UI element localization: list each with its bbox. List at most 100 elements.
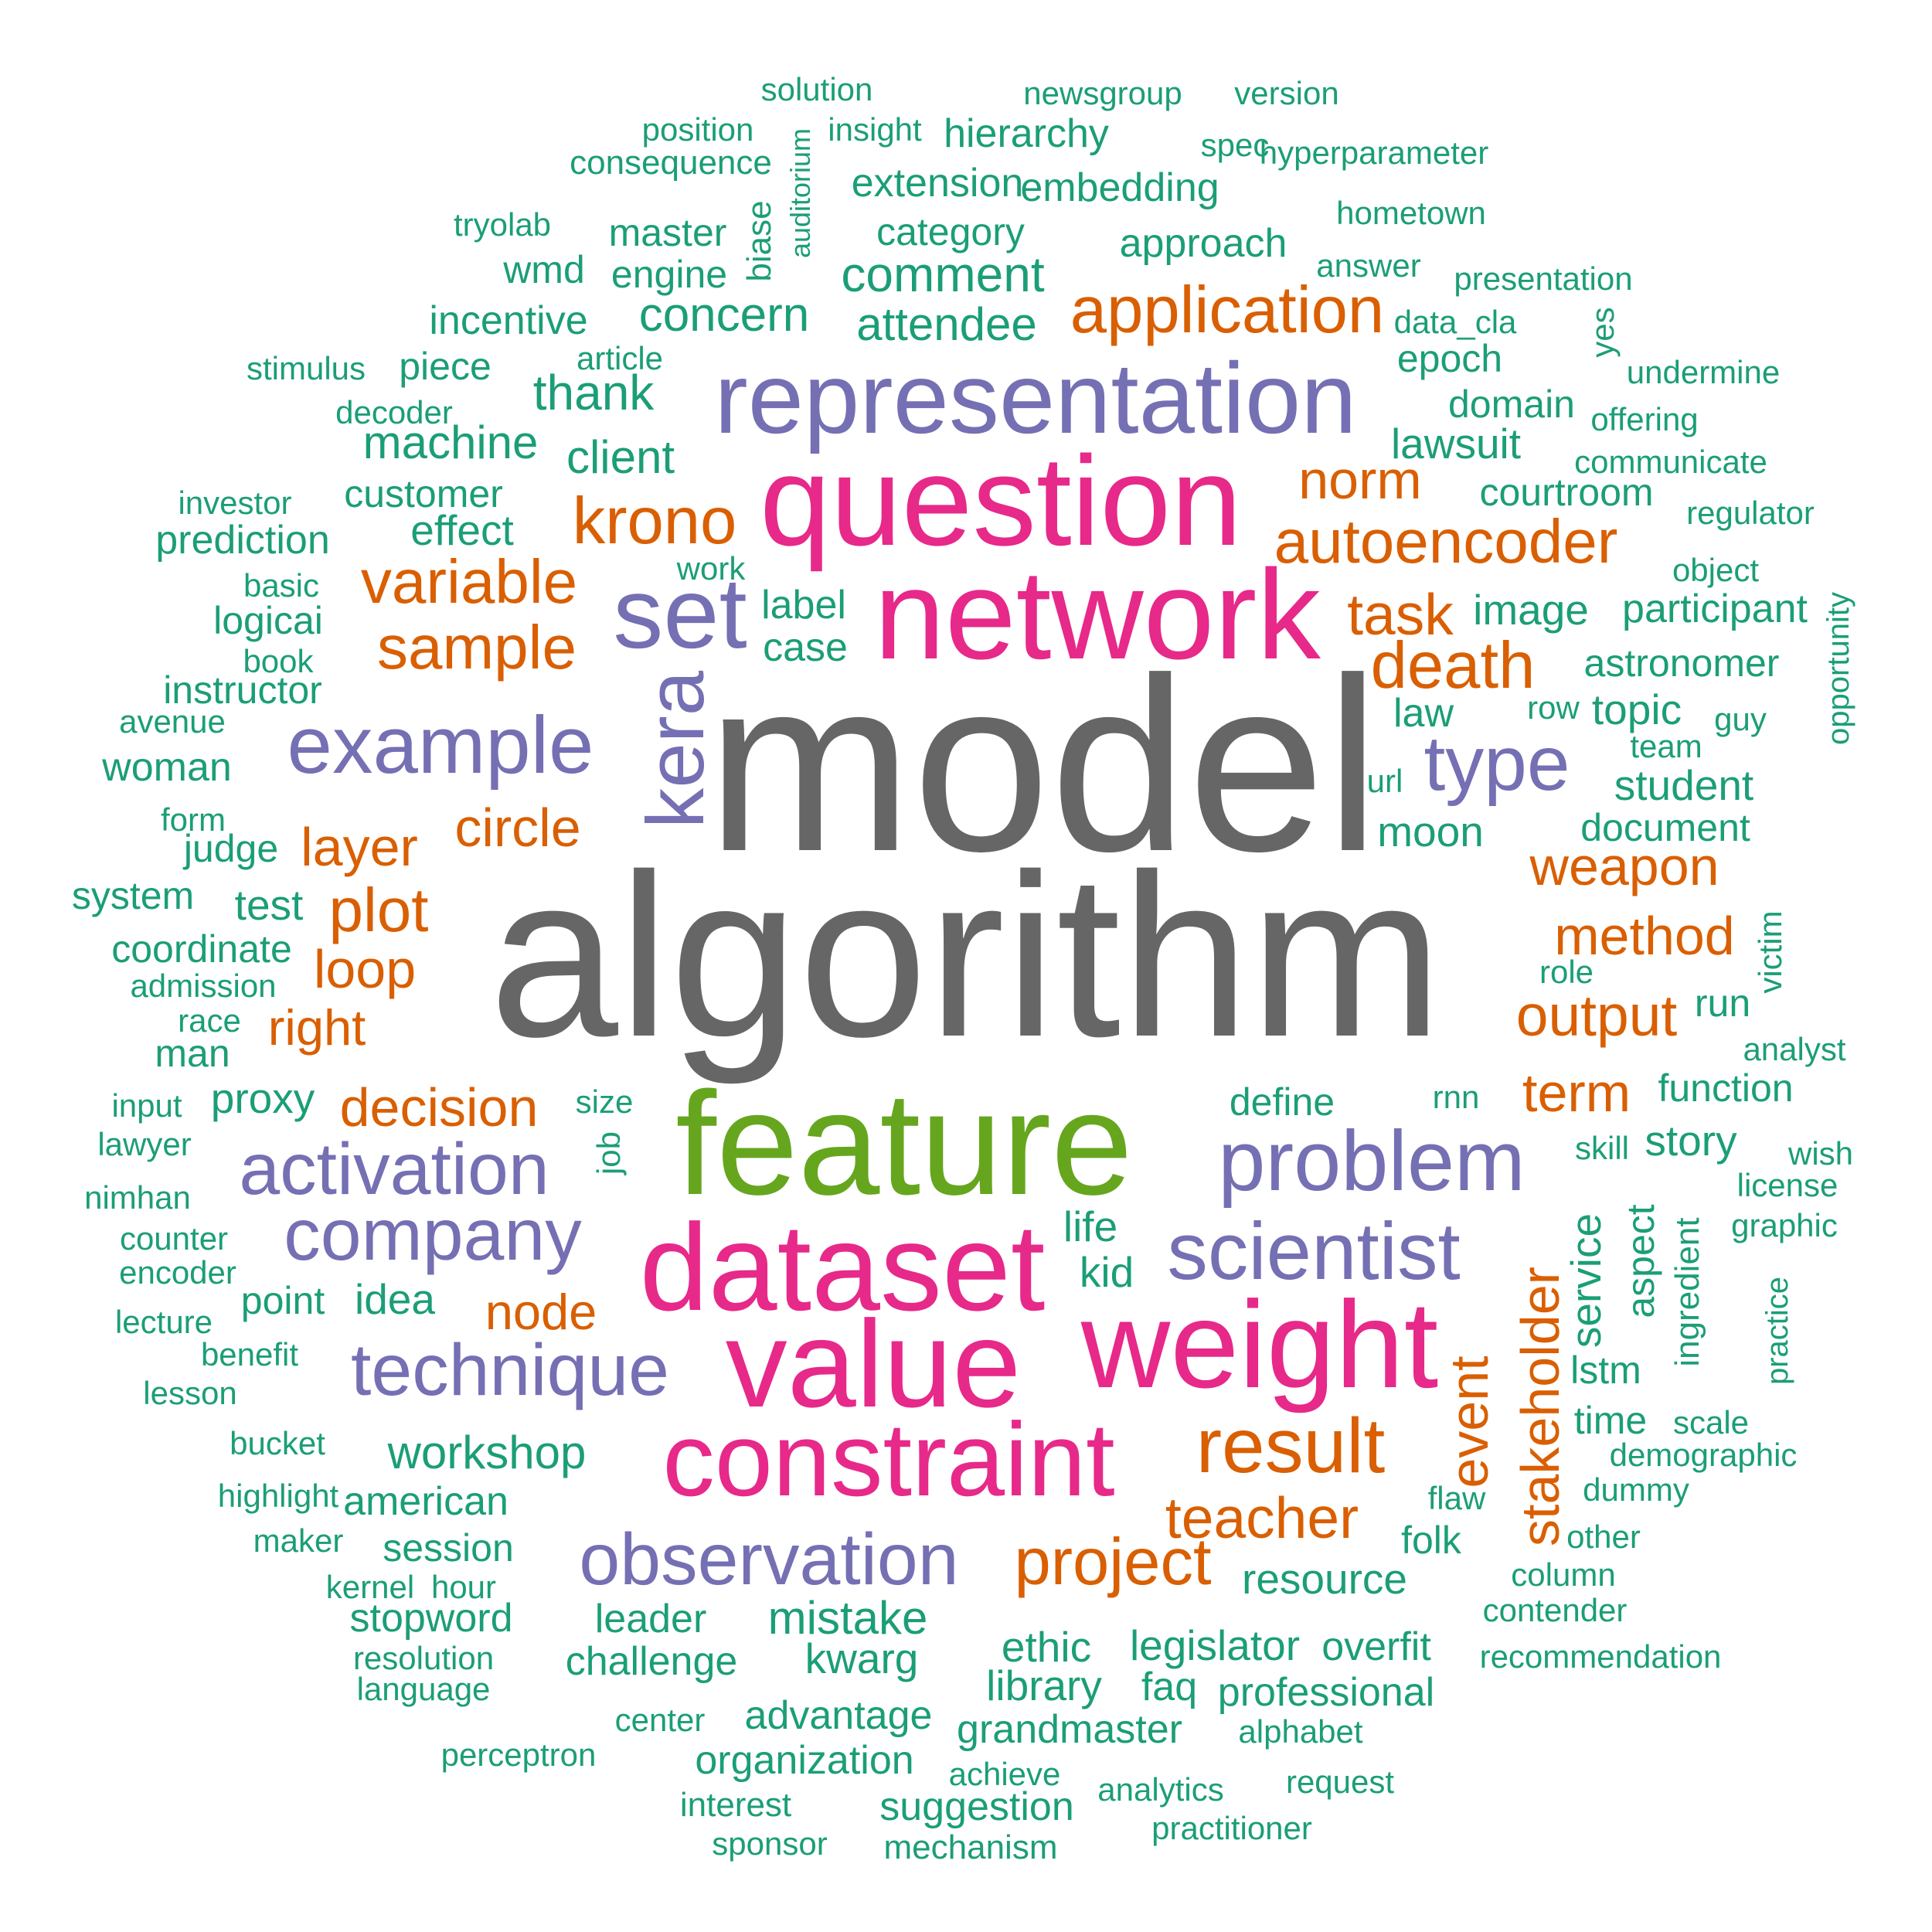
word-document: document (1580, 806, 1750, 849)
word-presentation: presentation (1454, 260, 1632, 297)
word-insight: insight (828, 111, 922, 148)
word-job: job (590, 1131, 627, 1176)
word-auditorium: auditorium (784, 128, 816, 258)
word-benefit: benefit (201, 1336, 298, 1372)
word-run: run (1695, 981, 1750, 1025)
word-activation: activation (239, 1128, 549, 1210)
word-maker: maker (253, 1522, 344, 1559)
word-stimulus: stimulus (247, 350, 366, 386)
word-ethic: ethic (1002, 1623, 1091, 1671)
word-hometown: hometown (1336, 195, 1486, 231)
word-time: time (1574, 1399, 1647, 1442)
word-sample: sample (377, 613, 577, 682)
word-analyst: analyst (1743, 1031, 1845, 1067)
word-dataset: dataset (640, 1198, 1046, 1336)
word-challenge: challenge (566, 1639, 738, 1684)
word-communicate: communicate (1574, 444, 1767, 480)
word-customer: customer (344, 472, 503, 515)
word-observation: observation (579, 1519, 958, 1600)
word-woman: woman (101, 745, 232, 790)
word-weapon: weapon (1529, 836, 1719, 896)
word-domain: domain (1448, 383, 1575, 426)
word-data-cla: data_cla (1394, 304, 1517, 340)
word-test: test (235, 881, 304, 929)
word-url: url (1367, 763, 1403, 799)
word-event: event (1439, 1355, 1499, 1488)
word-death: death (1371, 629, 1536, 702)
word-wish: wish (1787, 1135, 1853, 1172)
word-layer: layer (301, 817, 418, 877)
word-client: client (566, 431, 675, 483)
word-point: point (241, 1279, 325, 1322)
word-kera: kera (631, 670, 721, 828)
word-label: label (761, 583, 846, 628)
word-network: network (874, 543, 1321, 685)
word-scientist: scientist (1167, 1206, 1460, 1297)
word-courtroom: courtroom (1479, 471, 1653, 514)
word-yes: yes (1584, 307, 1621, 357)
word-consequence: consequence (570, 144, 772, 182)
word-law: law (1393, 691, 1454, 736)
word-judge: judge (182, 827, 278, 870)
word-story: story (1645, 1117, 1737, 1165)
word-sponsor: sponsor (712, 1825, 827, 1862)
word-newsgroup: newsgroup (1023, 75, 1182, 111)
word-investor: investor (178, 485, 291, 521)
word-legislator: legislator (1130, 1621, 1300, 1669)
word-faq: faq (1141, 1665, 1197, 1709)
word-lawsuit: lawsuit (1391, 420, 1521, 468)
word-man: man (155, 1032, 230, 1075)
word-version: version (1234, 75, 1338, 111)
word-result: result (1196, 1403, 1386, 1489)
word-suggestion: suggestion (879, 1784, 1074, 1829)
word-practice: practice (1760, 1277, 1794, 1385)
word-idea: idea (355, 1275, 435, 1323)
word-company: company (284, 1194, 582, 1276)
word-technique: technique (351, 1329, 669, 1411)
word-hyperparameter: hyperparameter (1260, 134, 1488, 171)
word-undermine: undermine (1627, 354, 1780, 390)
word-team: team (1630, 728, 1702, 764)
word-extension: extension (852, 161, 1024, 206)
word-spec: spec (1201, 127, 1270, 163)
word-node: node (485, 1284, 597, 1340)
word-task: task (1347, 582, 1454, 647)
word-basic: basic (243, 567, 319, 604)
word-decision: decision (340, 1077, 539, 1138)
word-perceptron: perceptron (441, 1736, 597, 1773)
word-column: column (1511, 1556, 1615, 1593)
word-resource: resource (1242, 1555, 1407, 1603)
word-stakeholder: stakeholder (1510, 1267, 1570, 1546)
word-case: case (763, 625, 848, 670)
word-interest: interest (680, 1786, 791, 1824)
word-graphic: graphic (1731, 1207, 1838, 1243)
word-autoencoder: autoencoder (1274, 507, 1618, 576)
word-life: life (1063, 1202, 1117, 1250)
word-proxy: proxy (211, 1074, 315, 1122)
word-decoder: decoder (335, 394, 453, 430)
word-set: set (613, 556, 747, 669)
word-opportunity: opportunity (1821, 592, 1855, 745)
word-answer: answer (1316, 247, 1420, 284)
word-kid: kid (1080, 1248, 1134, 1296)
word-size: size (576, 1083, 634, 1120)
word-example: example (287, 700, 594, 791)
word-role: role (1539, 954, 1594, 990)
word-weight: weight (1080, 1275, 1439, 1413)
word-right: right (268, 999, 366, 1056)
word-encoder: encoder (119, 1254, 236, 1291)
word-application: application (1070, 274, 1384, 347)
word-astronomer: astronomer (1584, 641, 1780, 685)
word-value: value (726, 1294, 1022, 1433)
word-library: library (986, 1662, 1102, 1709)
word-leader: leader (595, 1597, 707, 1641)
word-machine: machine (363, 417, 539, 468)
word-practitioner: practitioner (1151, 1810, 1312, 1846)
word-offering: offering (1590, 401, 1698, 437)
word-instructor: instructor (163, 668, 322, 712)
word-hour: hour (431, 1569, 496, 1605)
word-regulator: regulator (1686, 495, 1815, 531)
word-student: student (1614, 761, 1753, 809)
